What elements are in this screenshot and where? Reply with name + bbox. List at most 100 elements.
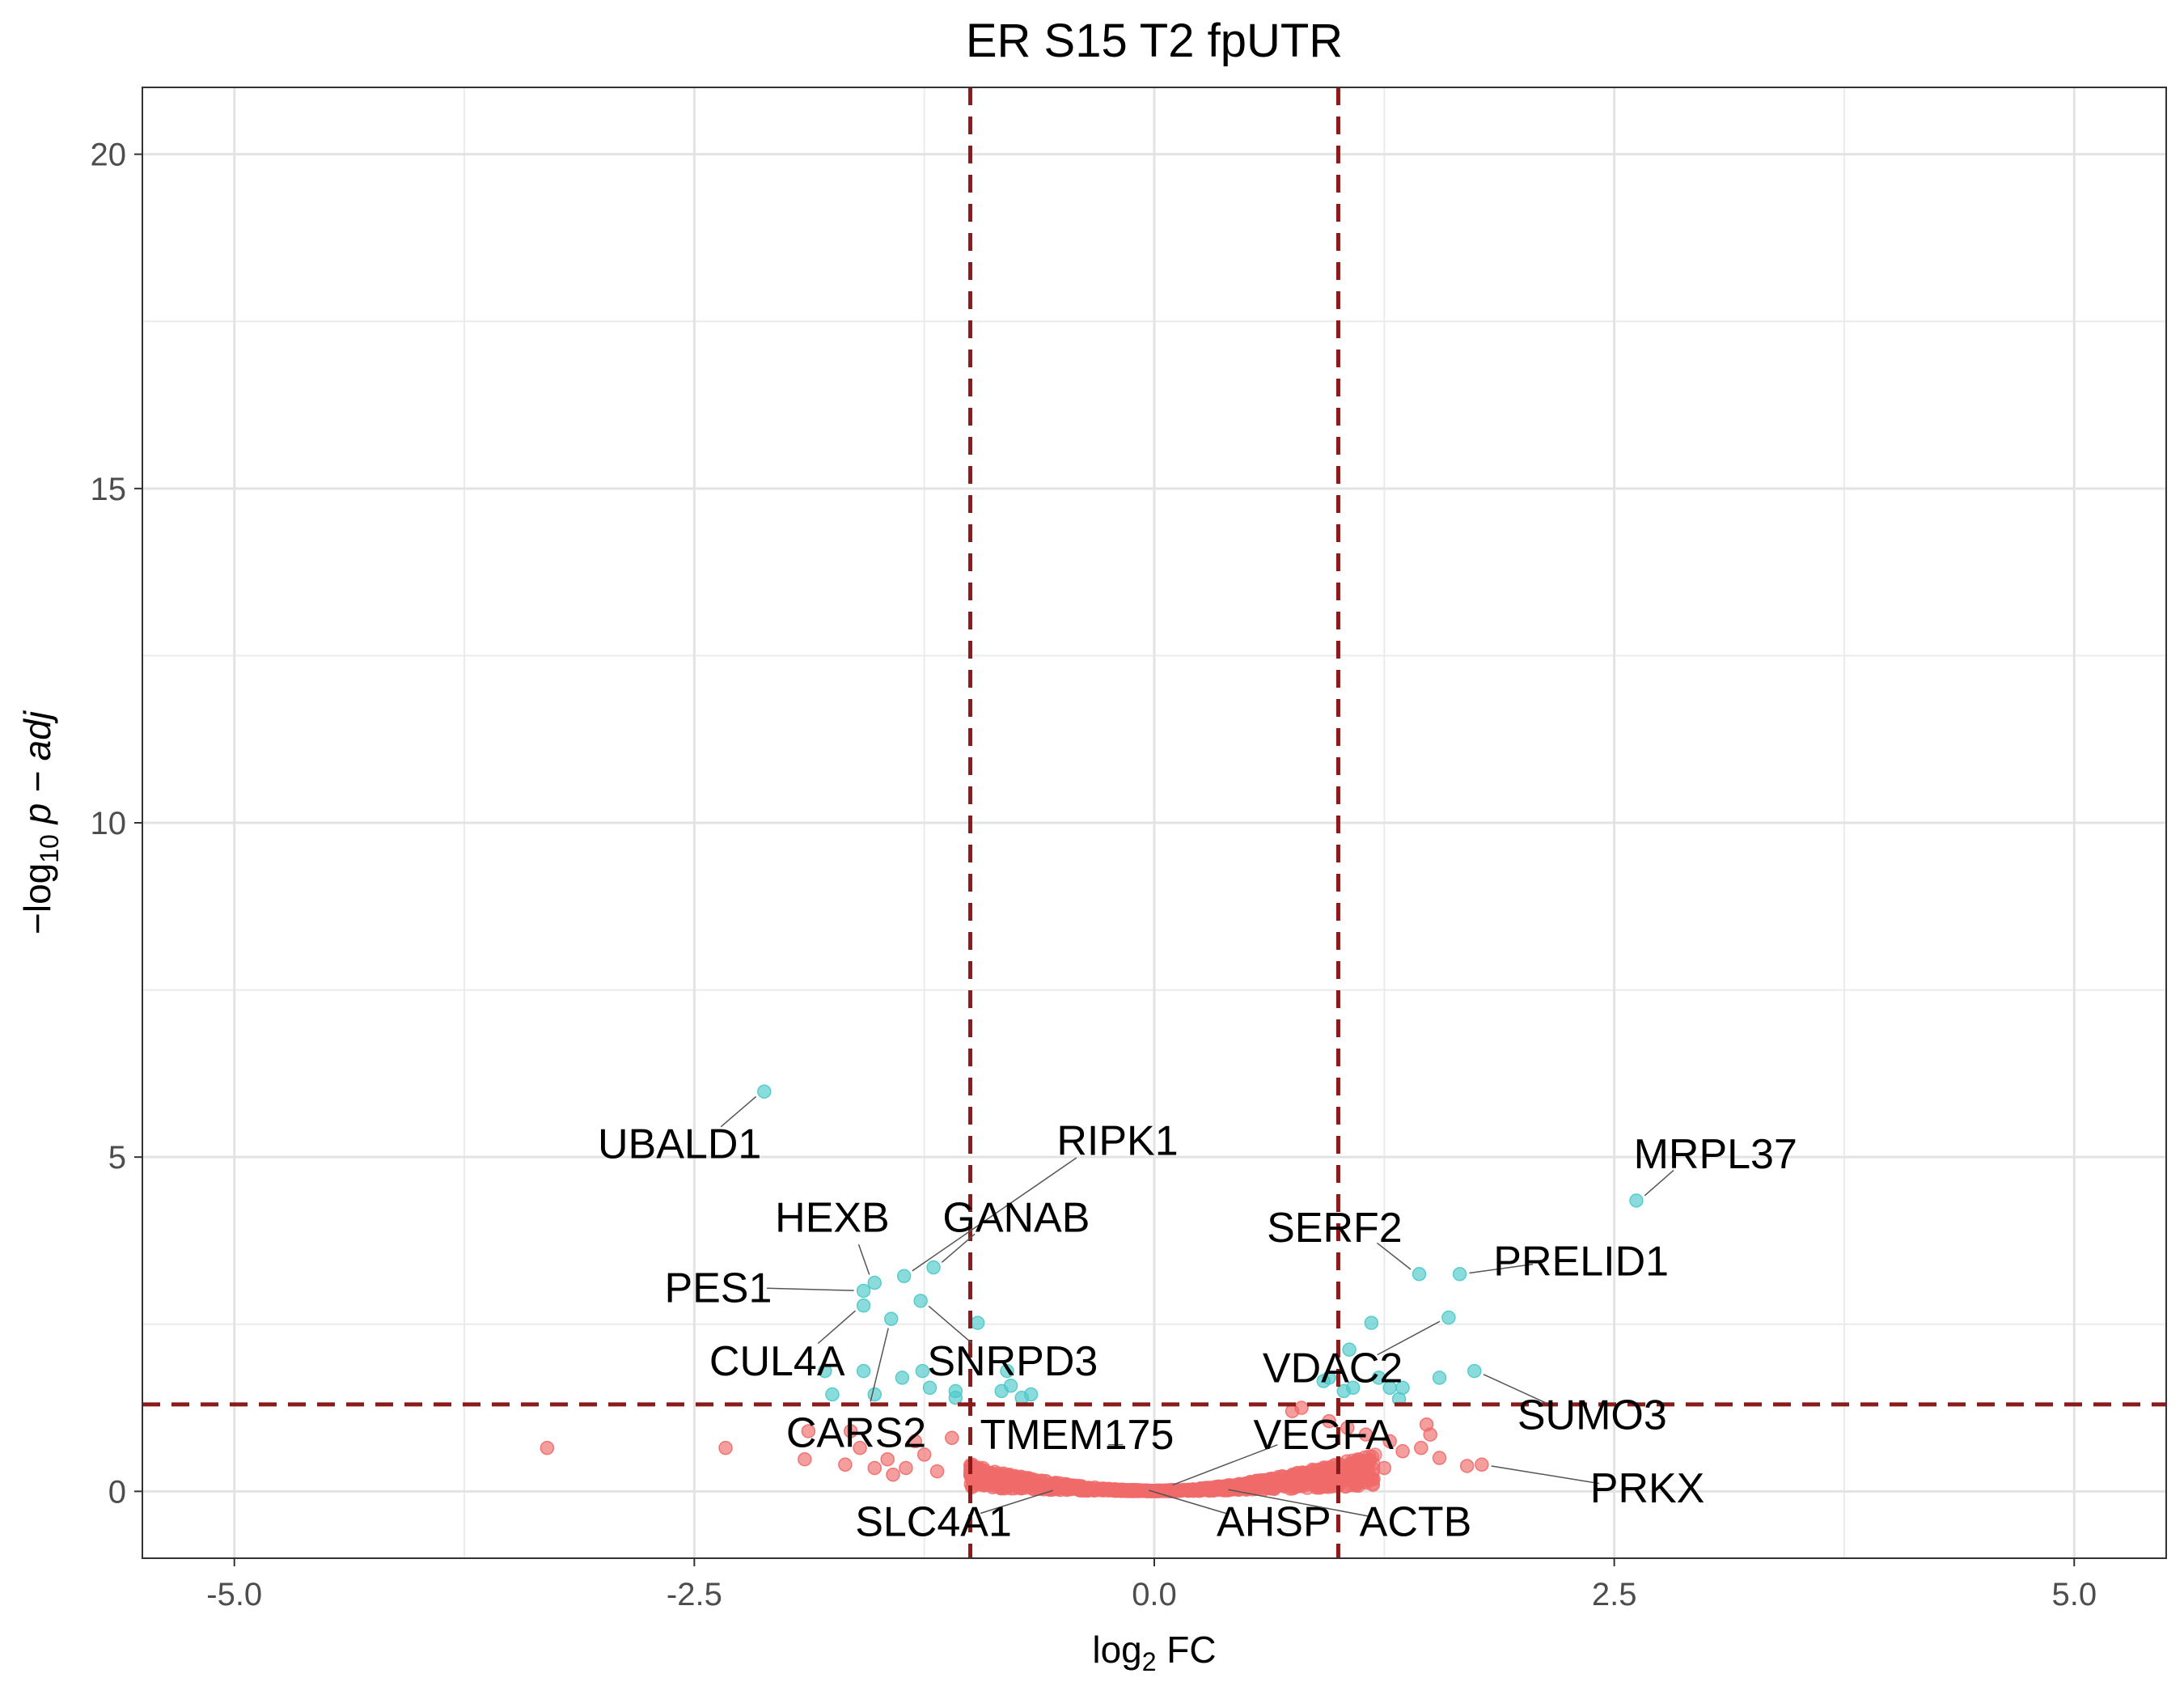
label-connector xyxy=(817,1310,857,1345)
point-not-significant xyxy=(1210,1481,1225,1497)
x-tick-label: 5.0 xyxy=(2051,1577,2097,1612)
point-significant xyxy=(1432,1371,1447,1385)
point-significant xyxy=(1364,1316,1379,1330)
label-connector xyxy=(941,1233,976,1263)
gene-label: HEXB xyxy=(775,1195,890,1242)
label-connector xyxy=(857,1244,870,1275)
point-significant xyxy=(1023,1387,1039,1402)
gene-annotations: UBALD1 RIPK1 HEXB GANAB PES1 CUL4A SNRPD3CARS2… xyxy=(598,1095,1797,1546)
gene-label: CUL4A xyxy=(709,1338,845,1385)
point-not-significant xyxy=(1382,1434,1397,1449)
gene-label: ACTB xyxy=(1360,1499,1472,1546)
point-not-significant xyxy=(1294,1477,1310,1492)
point-not-significant xyxy=(899,1460,913,1476)
point-not-significant xyxy=(867,1460,882,1476)
point-not-significant xyxy=(1310,1479,1324,1494)
x-tick-label: -2.5 xyxy=(667,1577,722,1612)
point-significant xyxy=(1003,1379,1018,1393)
grid-major xyxy=(142,87,2166,1558)
point-significant xyxy=(1412,1267,1427,1282)
point-significant xyxy=(1452,1267,1467,1282)
point-not-significant xyxy=(1238,1477,1253,1492)
gene-label: SERF2 xyxy=(1267,1205,1403,1252)
x-axis-title: log2 FC xyxy=(1092,1629,1216,1676)
point-not-significant xyxy=(880,1451,895,1467)
point-significant xyxy=(856,1298,871,1313)
point-significant xyxy=(867,1387,882,1402)
gene-label: MRPL37 xyxy=(1634,1131,1797,1178)
point-significant xyxy=(926,1260,941,1275)
point-not-significant xyxy=(1175,1483,1190,1498)
x-tick-label: -5.0 xyxy=(206,1577,262,1612)
point-significant xyxy=(915,1363,930,1379)
point-not-significant xyxy=(1419,1417,1434,1432)
point-not-significant xyxy=(1414,1440,1428,1455)
point-not-significant xyxy=(853,1440,867,1455)
label-connector xyxy=(766,1287,854,1291)
x-axis-ticks: -5.0 -2.5 0.0 2.5 5.0 xyxy=(206,1558,2097,1612)
y-tick-label: 10 xyxy=(91,806,127,841)
gene-label: PRKX xyxy=(1590,1465,1705,1512)
gene-label: GANAB xyxy=(942,1195,1090,1242)
y-tick-label: 20 xyxy=(91,138,127,173)
point-significant xyxy=(1000,1363,1014,1379)
point-not-significant xyxy=(838,1457,853,1472)
point-significant xyxy=(948,1390,963,1405)
point-significant xyxy=(1441,1310,1456,1325)
label-connector xyxy=(1376,1242,1412,1270)
label-connector xyxy=(1469,1263,1534,1274)
point-significant xyxy=(922,1380,938,1396)
point-not-significant xyxy=(1141,1483,1156,1498)
gene-label: SNRPD3 xyxy=(927,1338,1098,1385)
point-significant xyxy=(970,1316,985,1330)
point-significant xyxy=(895,1371,910,1385)
point-not-significant xyxy=(1324,1471,1340,1486)
threshold-lines xyxy=(142,87,2166,1558)
point-not-significant xyxy=(843,1424,858,1438)
point-not-significant xyxy=(801,1424,816,1438)
point-significant xyxy=(825,1387,840,1402)
point-not-significant xyxy=(1475,1457,1489,1472)
point-not-significant xyxy=(916,1447,932,1462)
label-connector xyxy=(980,1489,1053,1515)
y-tick-label: 5 xyxy=(108,1140,126,1176)
point-not-significant xyxy=(1317,1460,1331,1475)
point-not-significant xyxy=(1346,1457,1361,1472)
point-not-significant xyxy=(1096,1483,1111,1498)
point-not-significant xyxy=(1253,1472,1268,1488)
y-axis-ticks: 0 5 10 15 20 xyxy=(91,138,142,1510)
y-tick-label: 15 xyxy=(91,472,127,507)
point-significant xyxy=(1345,1380,1361,1396)
y-axis-title: −log10 p − adj xyxy=(16,710,64,934)
point-not-significant xyxy=(718,1440,733,1455)
point-not-significant xyxy=(1223,1478,1238,1493)
gene-label: SLC4A1 xyxy=(855,1499,1012,1546)
point-significant xyxy=(818,1363,832,1379)
point-not-significant xyxy=(1340,1421,1355,1435)
point-not-significant xyxy=(1268,1473,1283,1489)
x-tick-label: 2.5 xyxy=(1592,1577,1637,1612)
point-significant xyxy=(896,1269,912,1284)
gene-label: SUMO3 xyxy=(1517,1392,1667,1438)
label-connector xyxy=(1377,1320,1441,1356)
point-significant xyxy=(1371,1371,1386,1385)
y-tick-label: 0 xyxy=(108,1474,126,1510)
point-not-significant xyxy=(1116,1482,1131,1498)
label-connector xyxy=(1172,1444,1278,1486)
gene-label: PES1 xyxy=(664,1265,772,1311)
label-connector xyxy=(1491,1465,1600,1485)
label-connector xyxy=(1149,1489,1227,1515)
point-not-significant xyxy=(1395,1444,1410,1459)
point-not-significant xyxy=(798,1451,812,1467)
point-not-significant xyxy=(540,1440,555,1455)
point-significant xyxy=(913,1294,928,1308)
gene-label: AHSP xyxy=(1217,1499,1331,1546)
point-significant xyxy=(856,1363,871,1379)
point-significant xyxy=(757,1084,772,1099)
label-connector xyxy=(720,1095,757,1128)
point-significant xyxy=(1342,1342,1357,1357)
gene-label: VDAC2 xyxy=(1263,1345,1403,1392)
gene-label: TMEM175 xyxy=(980,1412,1175,1459)
point-significant xyxy=(883,1311,899,1326)
